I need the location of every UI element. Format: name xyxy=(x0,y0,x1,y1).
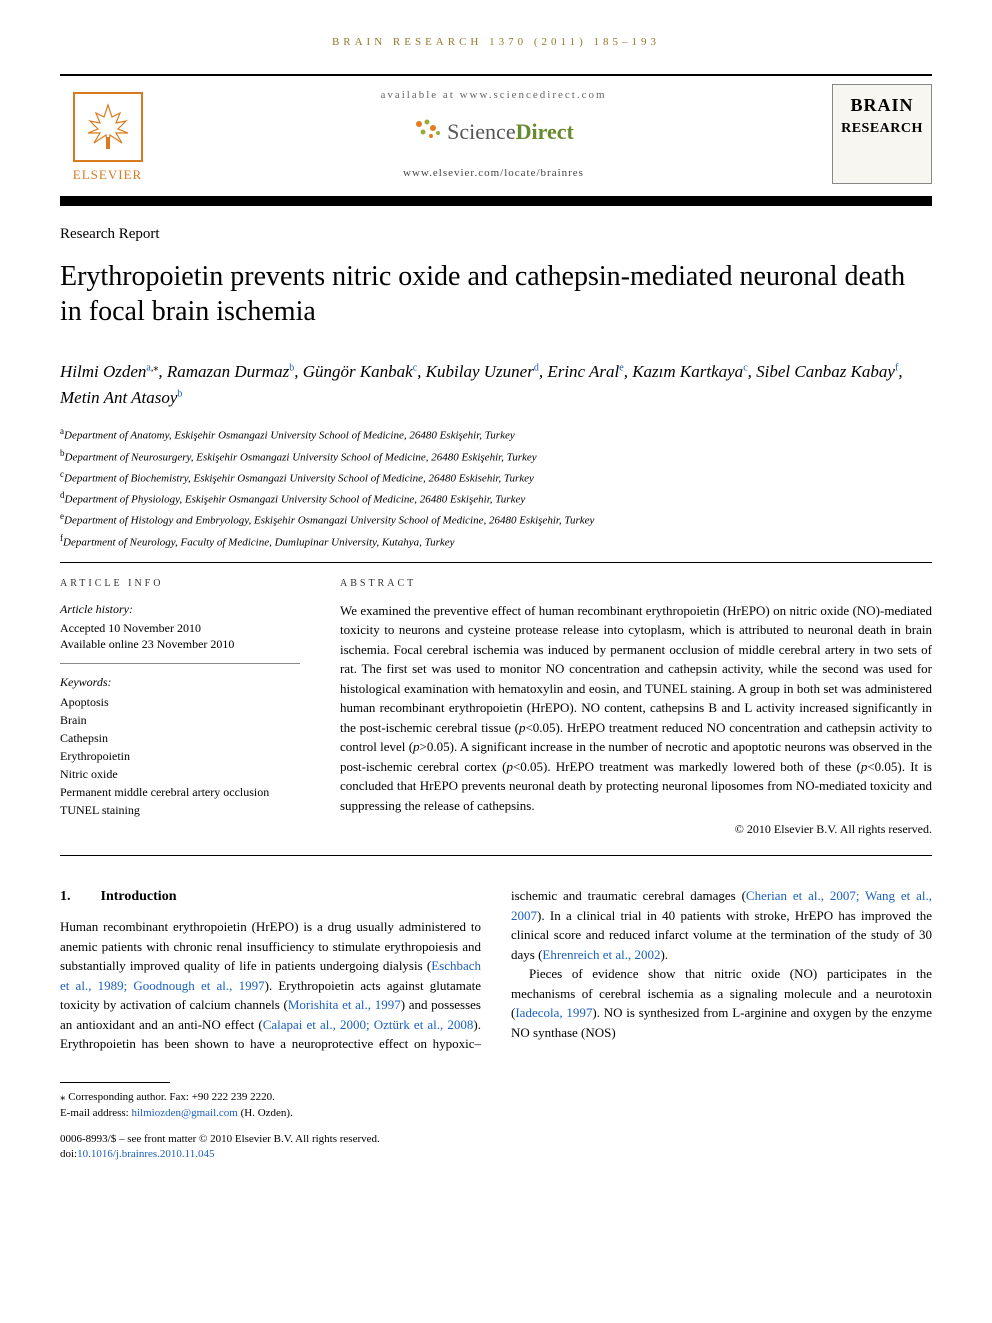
author: Hilmi Ozdena,⁎ xyxy=(60,362,158,381)
author: Metin Ant Atasoyb xyxy=(60,388,182,407)
elsevier-tree-icon xyxy=(73,92,143,162)
corr-author-email[interactable]: hilmiozden@gmail.com xyxy=(131,1107,237,1119)
history-heading: Article history: xyxy=(60,601,300,618)
front-matter-line: 0006-8993/$ – see front matter © 2010 El… xyxy=(60,1132,932,1147)
affiliation-list: aDepartment of Anatomy, Eskişehir Osmang… xyxy=(60,424,932,552)
keyword: Cathepsin xyxy=(60,729,300,747)
sciencedirect-text: ScienceDirect xyxy=(447,117,574,148)
abstract-copyright: © 2010 Elsevier B.V. All rights reserved… xyxy=(340,821,932,838)
info-abstract-row: ARTICLE INFO Article history: Accepted 1… xyxy=(60,562,932,856)
article-title: Erythropoietin prevents nitric oxide and… xyxy=(60,259,932,329)
intro-number: 1. xyxy=(60,886,71,907)
author-list: Hilmi Ozdena,⁎, Ramazan Durmazb, Güngör … xyxy=(60,359,932,410)
online-date: Available online 23 November 2010 xyxy=(60,636,300,653)
keyword: Apoptosis xyxy=(60,693,300,711)
keywords-heading: Keywords: xyxy=(60,674,300,691)
doi-block: 0006-8993/$ – see front matter © 2010 El… xyxy=(60,1132,932,1163)
keyword: Nitric oxide xyxy=(60,765,300,783)
journal-cover: BRAIN RESEARCH xyxy=(832,84,932,184)
doi-link[interactable]: 10.1016/j.brainres.2010.11.045 xyxy=(77,1148,214,1160)
affiliation: cDepartment of Biochemistry, Eskişehir O… xyxy=(60,467,932,488)
abstract-label: ABSTRACT xyxy=(340,577,932,591)
intro-title: Introduction xyxy=(101,886,177,907)
article-history: Article history: Accepted 10 November 20… xyxy=(60,601,300,664)
affiliation: fDepartment of Neurology, Faculty of Med… xyxy=(60,531,932,552)
accepted-date: Accepted 10 November 2010 xyxy=(60,620,300,637)
citation[interactable]: Ehrenreich et al., 2002 xyxy=(542,947,660,962)
footnote-separator xyxy=(60,1082,170,1083)
sciencedirect-dots-icon xyxy=(413,118,443,147)
corresponding-author-footnote: ⁎ Corresponding author. Fax: +90 222 239… xyxy=(60,1089,932,1122)
citation[interactable]: Calapai et al., 2000; Oztürk et al., xyxy=(263,1017,444,1032)
author: Güngör Kanbakc xyxy=(303,362,417,381)
locate-url: www.elsevier.com/locate/brainres xyxy=(155,166,832,181)
author: Sibel Canbaz Kabayf xyxy=(756,362,898,381)
corr-author-label: ⁎ Corresponding author. xyxy=(60,1091,167,1103)
keywords-block: Keywords: ApoptosisBrainCathepsinErythro… xyxy=(60,674,300,829)
author: Kubilay Uzunerd xyxy=(426,362,539,381)
elsevier-label: ELSEVIER xyxy=(73,166,142,184)
citation[interactable]: Iadecola, 1997 xyxy=(515,1005,592,1020)
author: Erinc Arale xyxy=(547,362,623,381)
elsevier-logo: ELSEVIER xyxy=(60,84,155,184)
affiliation: eDepartment of Histology and Embryology,… xyxy=(60,509,932,530)
keyword: TUNEL staining xyxy=(60,801,300,819)
keyword: Brain xyxy=(60,711,300,729)
citation[interactable]: Morishita et al., 1997 xyxy=(288,997,401,1012)
doi-label: doi: xyxy=(60,1148,77,1160)
available-at-text: available at www.sciencedirect.com xyxy=(155,88,832,103)
body-columns: 1. Introduction Human recombinant erythr… xyxy=(60,886,932,1054)
email-label: E-mail address: xyxy=(60,1107,131,1119)
abstract: ABSTRACT We examined the preventive effe… xyxy=(340,577,932,839)
journal-title-line1: BRAIN xyxy=(850,93,913,118)
intro-paragraph-2: Pieces of evidence show that nitric oxid… xyxy=(511,964,932,1042)
article-type: Research Report xyxy=(60,224,932,245)
sciencedirect-logo: ScienceDirect xyxy=(413,117,574,148)
affiliation: dDepartment of Physiology, Eskişehir Osm… xyxy=(60,488,932,509)
running-head: BRAIN RESEARCH 1370 (2011) 185–193 xyxy=(60,35,932,50)
keyword: Permanent middle cerebral artery occlusi… xyxy=(60,783,300,801)
affiliation: aDepartment of Anatomy, Eskişehir Osmang… xyxy=(60,424,932,445)
article-info: ARTICLE INFO Article history: Accepted 1… xyxy=(60,577,300,839)
abstract-text: We examined the preventive effect of hum… xyxy=(340,601,932,816)
keyword: Erythropoietin xyxy=(60,747,300,765)
intro-heading: 1. Introduction xyxy=(60,886,481,907)
author: Kazım Kartkayac xyxy=(632,362,747,381)
journal-title-line2: RESEARCH xyxy=(841,119,923,139)
header-bar: ELSEVIER available at www.sciencedirect.… xyxy=(60,74,932,206)
citation[interactable]: 2008 xyxy=(447,1017,473,1032)
header-center: available at www.sciencedirect.com Scien… xyxy=(155,88,832,182)
author: Ramazan Durmazb xyxy=(167,362,294,381)
article-info-label: ARTICLE INFO xyxy=(60,577,300,591)
affiliation: bDepartment of Neurosurgery, Eskişehir O… xyxy=(60,446,932,467)
